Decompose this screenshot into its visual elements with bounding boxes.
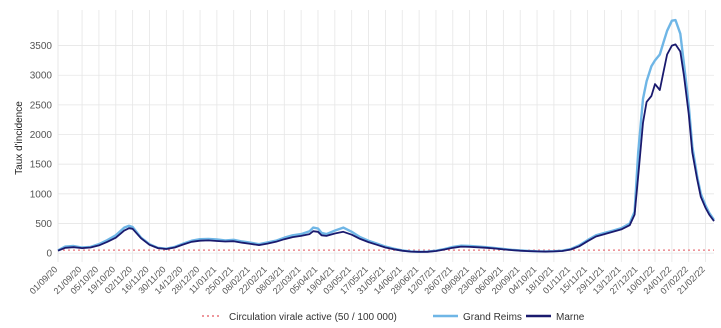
y-tick-label: 2000 <box>30 130 53 141</box>
y-axis-ticks: 0 500 1000 1500 2000 2500 3000 3500 <box>30 41 53 260</box>
y-tick-label: 1500 <box>30 160 53 171</box>
series-line-marne <box>57 43 715 253</box>
series-layer <box>57 18 715 253</box>
y-tick-label: 500 <box>35 219 52 230</box>
y-tick-label: 3000 <box>30 71 53 82</box>
legend: Circulation virale active (50 / 100 000)… <box>202 312 585 323</box>
grid-lines <box>57 10 714 262</box>
y-tick-label: 3500 <box>30 41 53 52</box>
y-tick-label: 1000 <box>30 189 53 200</box>
x-axis-ticks: 01/09/2021/09/2005/10/2019/10/2002/11/20… <box>28 264 707 296</box>
legend-grand-reims-label: Grand Reims <box>463 312 522 323</box>
y-tick-label: 0 <box>46 249 52 260</box>
y-axis-title: Taux d'incidence <box>14 101 25 175</box>
series-line-grand-reims <box>57 18 715 253</box>
legend-threshold-label: Circulation virale active (50 / 100 000) <box>229 312 397 323</box>
legend-marne-label: Marne <box>556 312 585 323</box>
y-tick-label: 2500 <box>30 100 53 111</box>
